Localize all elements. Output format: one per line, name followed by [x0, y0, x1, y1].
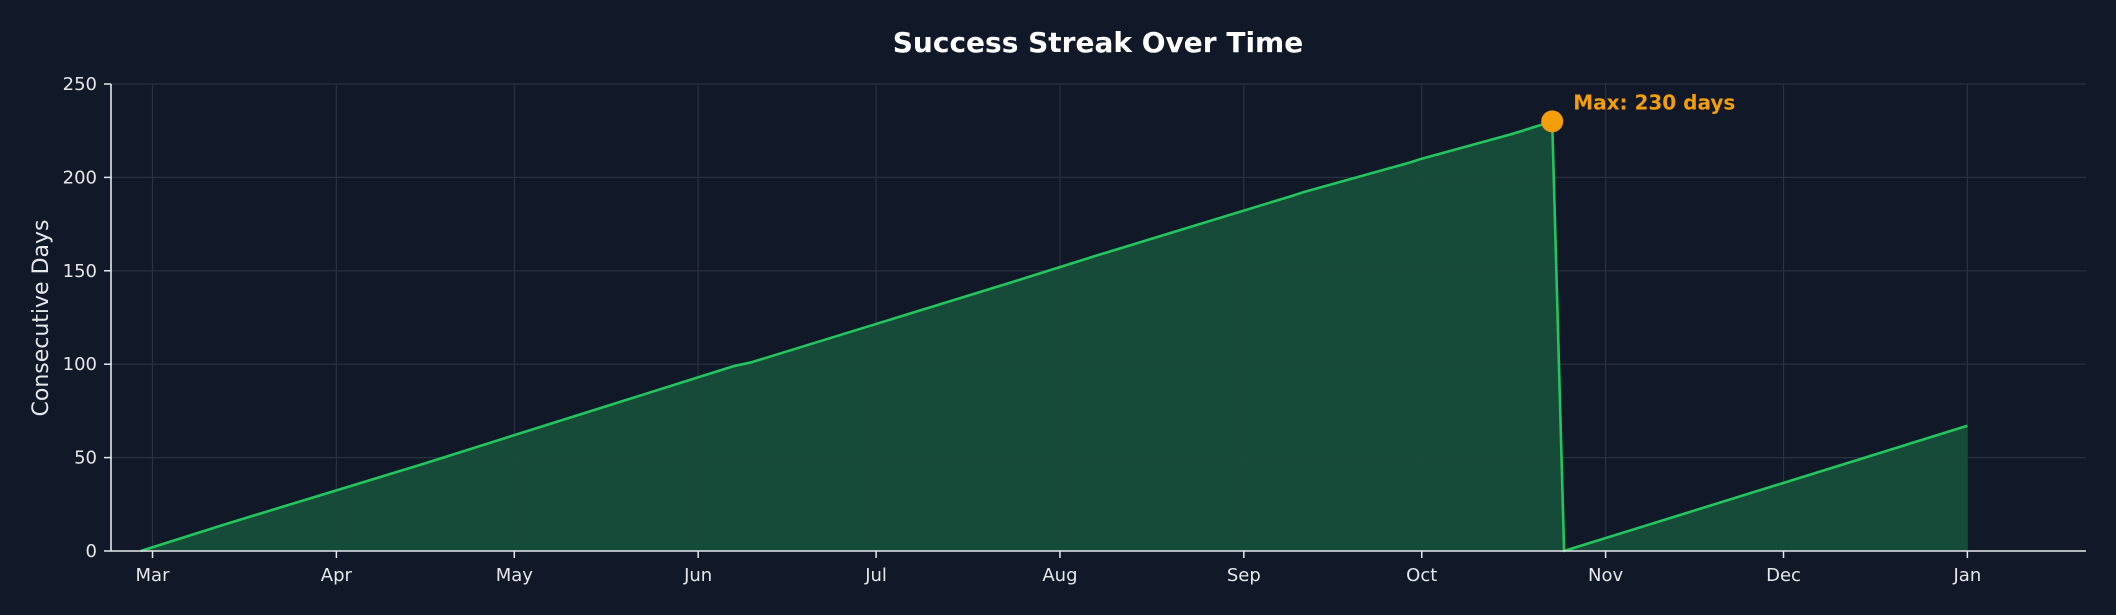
- y-tick-label: 250: [63, 74, 97, 95]
- x-tick-label: May: [496, 565, 534, 586]
- x-tick-label: Dec: [1766, 565, 1801, 586]
- series-area: [140, 121, 1968, 552]
- y-tick-label: 100: [63, 354, 97, 375]
- chart-title: Success Streak Over Time: [893, 26, 1303, 59]
- x-tick-label: Jun: [683, 565, 712, 586]
- max-marker: [1541, 110, 1564, 133]
- x-tick-label: Nov: [1588, 565, 1623, 586]
- y-tick-label: 50: [74, 448, 97, 469]
- y-tick-label: 0: [86, 541, 97, 562]
- x-tick-label: Apr: [321, 565, 353, 586]
- area-layer: [140, 120, 1968, 553]
- y-tick-label: 200: [63, 167, 97, 188]
- max-annotation-label: Max: 230 days: [1573, 90, 1735, 114]
- annotations: Max: 230 days: [1541, 90, 1735, 133]
- tick-labels: 0 50 100 150 200 250 Mar Apr May Jun Jul Aug Sep Oct N…: [63, 74, 1982, 586]
- x-tick-label: Jan: [1953, 565, 1982, 586]
- x-tick-label: Jul: [864, 565, 887, 586]
- y-tick-label: 150: [63, 261, 97, 282]
- x-tick-label: Sep: [1227, 565, 1261, 586]
- axes: [104, 83, 2086, 558]
- x-tick-label: Oct: [1406, 565, 1437, 586]
- x-tick-label: Aug: [1042, 565, 1077, 586]
- x-tick-label: Mar: [136, 565, 171, 586]
- y-axis-label: Consecutive Days: [29, 220, 54, 417]
